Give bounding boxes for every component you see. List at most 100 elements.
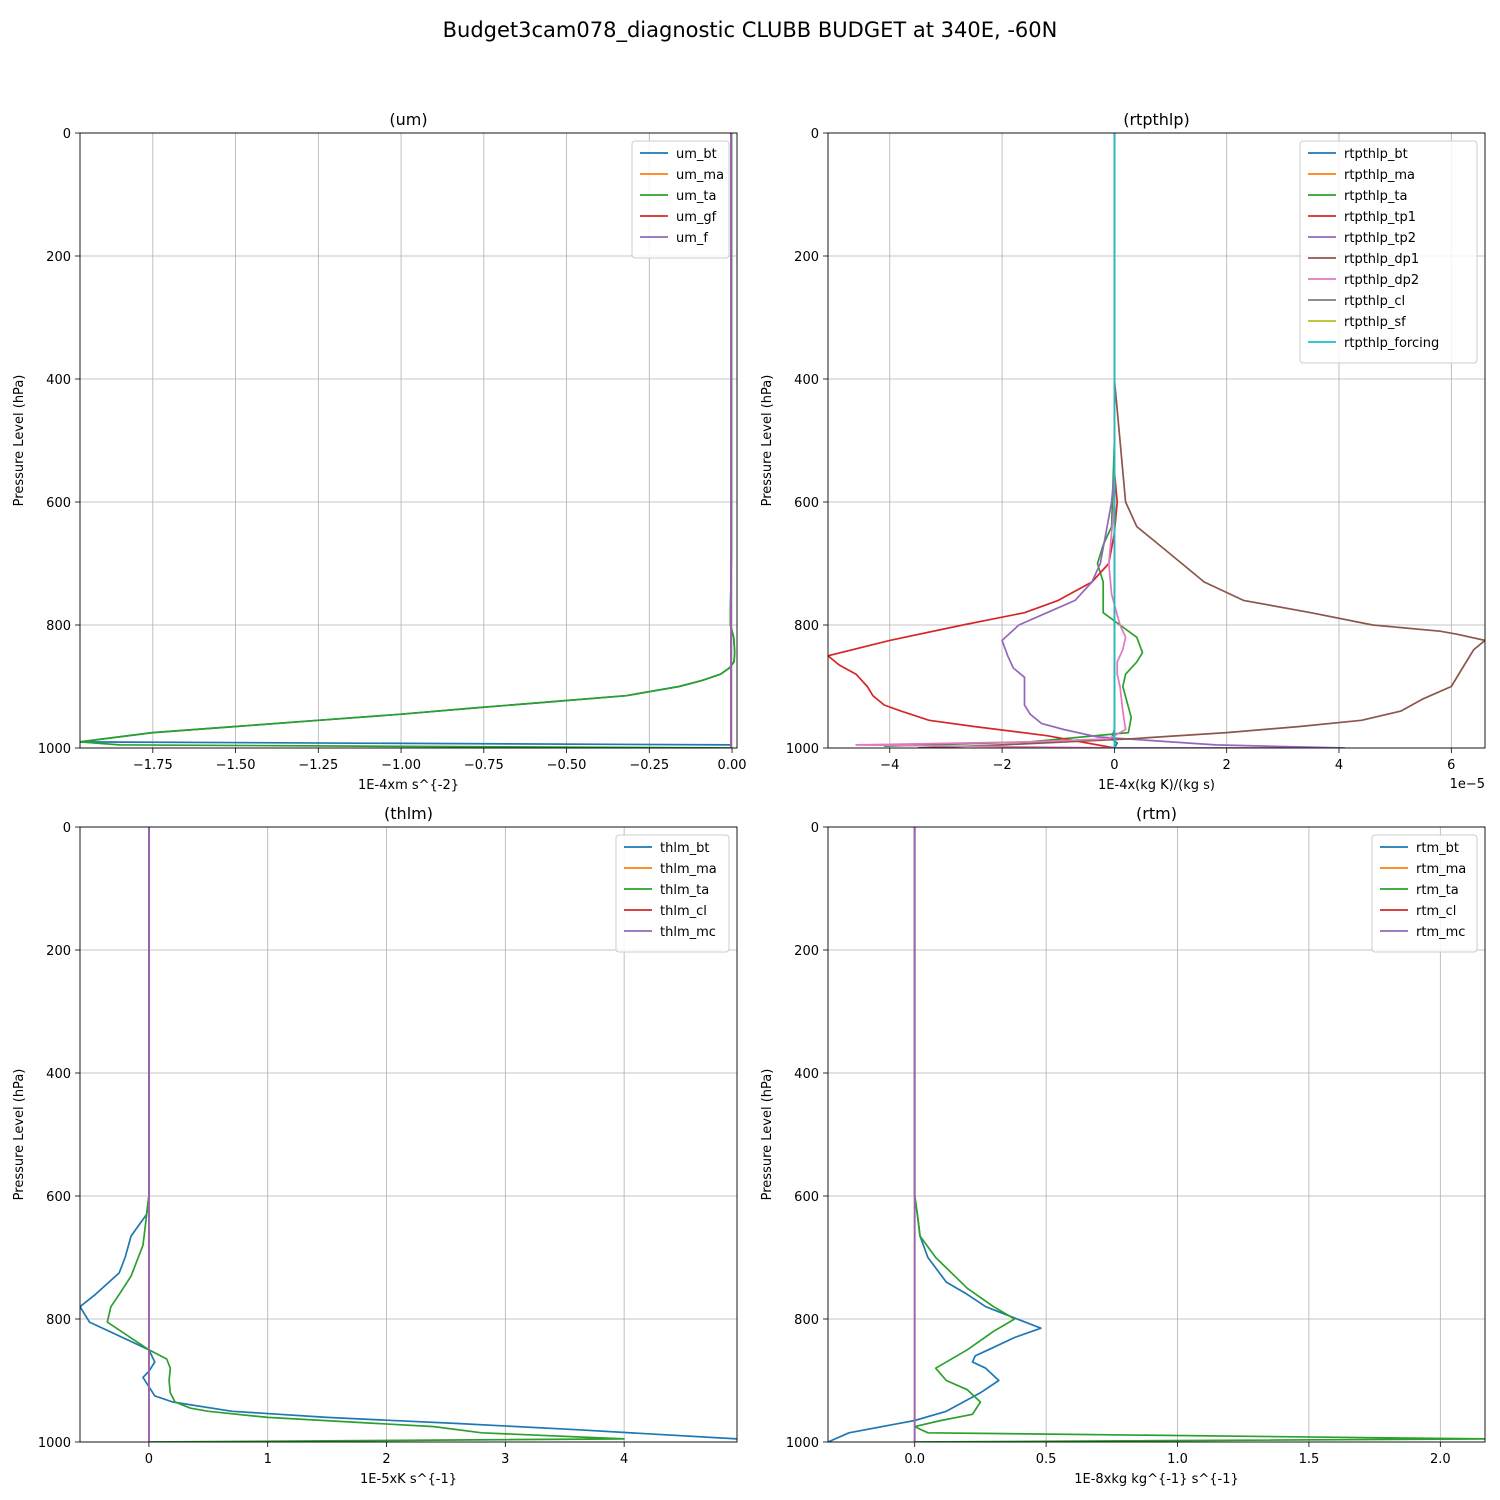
y-tick-label: 200	[46, 250, 71, 265]
figure-title: Budget3cam078_diagnostic CLUBB BUDGET at…	[443, 18, 1058, 43]
y-tick-label: 200	[794, 944, 819, 959]
x-tick-label: 0.00	[718, 758, 747, 773]
x-tick-label: 4	[620, 1452, 628, 1467]
y-axis-label: Pressure Level (hPa)	[760, 1069, 775, 1201]
x-tick-label: 6	[1447, 758, 1455, 773]
axes-frame	[827, 826, 1486, 1443]
series-line-rtpthlp_dp1	[917, 133, 1485, 748]
panel-title: (rtm)	[1136, 804, 1177, 823]
legend-entry: rtpthlp_ta	[1344, 189, 1407, 204]
y-tick-label: 800	[794, 619, 819, 634]
panel-title: (um)	[389, 110, 427, 129]
legend-entry: thlm_bt	[660, 841, 709, 856]
x-tick-label: −1.25	[298, 758, 338, 773]
series-line-rtpthlp_tp1	[828, 133, 1119, 748]
legend-entry: um_ta	[676, 189, 716, 204]
y-tick-label: 0	[63, 821, 71, 836]
legend: thlm_bt thlm_ma thlm_ta thlm_cl thlm_mc	[615, 834, 730, 953]
legend-entry: thlm_cl	[660, 904, 707, 919]
y-tick-label: 400	[46, 373, 71, 388]
y-axis-label: Pressure Level (hPa)	[12, 375, 27, 507]
legend-box	[1371, 834, 1478, 953]
x-tick-label: 1	[264, 1452, 272, 1467]
legend-entry: thlm_ta	[660, 883, 709, 898]
x-tick-label: 1.5	[1299, 1452, 1320, 1467]
legend-entry: rtpthlp_dp2	[1344, 273, 1419, 288]
axes-frame	[79, 132, 738, 749]
x-tick-label: 0	[145, 1452, 153, 1467]
axes-frame	[827, 132, 1486, 749]
x-axis-label: 1E-5xK s^{-1}	[360, 1472, 457, 1487]
panel-um: −1.75 −1.50 −1.25 −1.00 −0.75 −0.50 −0.25 0.00 0…	[12, 110, 747, 793]
legend-entry: um_ma	[676, 168, 724, 183]
x-tick-label: 2.0	[1430, 1452, 1451, 1467]
legend-entry: um_f	[676, 231, 708, 246]
x-offset-text: 1e−5	[1450, 777, 1485, 792]
legend-entry: rtm_mc	[1416, 925, 1465, 940]
legend-entry: um_gf	[676, 210, 717, 225]
x-tick-label: 2	[382, 1452, 390, 1467]
legend-entry: um_bt	[676, 147, 717, 162]
legend-entry: rtpthlp_sf	[1344, 315, 1406, 330]
y-tick-label: 800	[46, 619, 71, 634]
legend: rtpthlp_bt rtpthlp_ma rtpthlp_ta rtpthlp_tp…	[1299, 140, 1478, 364]
series-group	[80, 133, 736, 748]
legend-entry: rtpthlp_forcing	[1344, 336, 1439, 351]
y-tick-label: 400	[46, 1067, 71, 1082]
y-tick-label: 800	[794, 1313, 819, 1328]
axes-frame	[79, 826, 738, 1443]
legend-entry: rtpthlp_tp1	[1344, 210, 1416, 225]
x-tick-label: −2	[992, 758, 1011, 773]
legend-entry: rtm_cl	[1416, 904, 1456, 919]
x-tick-label: −0.50	[547, 758, 587, 773]
legend-box	[1299, 140, 1478, 364]
y-tick-label: 0	[811, 127, 819, 142]
y-tick-label: 600	[794, 496, 819, 511]
x-tick-label: 2	[1223, 758, 1231, 773]
x-tick-label: 0	[1110, 758, 1118, 773]
x-tick-label: −0.25	[629, 758, 669, 773]
panel-title: (rtpthlp)	[1123, 110, 1190, 129]
y-tick-label: 800	[46, 1313, 71, 1328]
x-axis-label: 1E-8xkg kg^{-1} s^{-1}	[1074, 1472, 1239, 1487]
y-tick-label: 1000	[38, 1436, 71, 1451]
panel-rtm: 0.0 0.5 1.0 1.5 2.0 0 200 400 600 800 1000 (rtm) 1E-…	[760, 804, 1486, 1487]
x-tick-label: 1.0	[1167, 1452, 1188, 1467]
legend-entry: rtpthlp_tp2	[1344, 231, 1416, 246]
series-group	[828, 133, 1485, 748]
y-tick-label: 600	[46, 496, 71, 511]
x-tick-label: 0.0	[904, 1452, 925, 1467]
x-tick-label: −0.75	[464, 758, 504, 773]
legend-entry: rtpthlp_dp1	[1344, 252, 1419, 267]
legend-entry: thlm_mc	[660, 925, 716, 940]
x-tick-label: −1.50	[216, 758, 256, 773]
y-tick-label: 0	[811, 821, 819, 836]
legend-entry: rtm_bt	[1416, 841, 1459, 856]
y-tick-label: 1000	[38, 742, 71, 757]
panel-rtpthlp: −4 −2 0 2 4 6 0 200 400 600 800 1000 (rtpthlp) 1E-4x(…	[760, 110, 1486, 793]
plot-area	[80, 133, 737, 748]
legend-entry: rtpthlp_bt	[1344, 147, 1408, 162]
x-tick-label: 4	[1335, 758, 1343, 773]
legend-box	[631, 140, 730, 259]
panel-title: (thlm)	[384, 804, 433, 823]
panel-thlm: 0 1 2 3 4 0 200 400 600 800 1000 (thlm) 1E-5xK s^{-1…	[12, 804, 738, 1487]
x-axis-label: 1E-4x(kg K)/(kg s)	[1098, 778, 1215, 793]
legend: um_bt um_ma um_ta um_gf um_f	[631, 140, 730, 259]
x-tick-label: −1.00	[381, 758, 421, 773]
y-tick-label: 600	[794, 1190, 819, 1205]
series-group	[80, 827, 737, 1442]
legend-entry: rtm_ma	[1416, 862, 1466, 877]
y-axis-label: Pressure Level (hPa)	[12, 1069, 27, 1201]
x-tick-label: 0.5	[1036, 1452, 1057, 1467]
y-tick-label: 200	[794, 250, 819, 265]
series-group	[828, 827, 1485, 1442]
x-axis-label: 1E-4xm s^{-2}	[358, 778, 459, 793]
y-tick-label: 1000	[786, 742, 819, 757]
y-tick-label: 400	[794, 373, 819, 388]
x-tick-label: −1.75	[133, 758, 173, 773]
y-axis-label: Pressure Level (hPa)	[760, 375, 775, 507]
legend-entry: rtm_ta	[1416, 883, 1459, 898]
x-tick-label: −4	[880, 758, 899, 773]
